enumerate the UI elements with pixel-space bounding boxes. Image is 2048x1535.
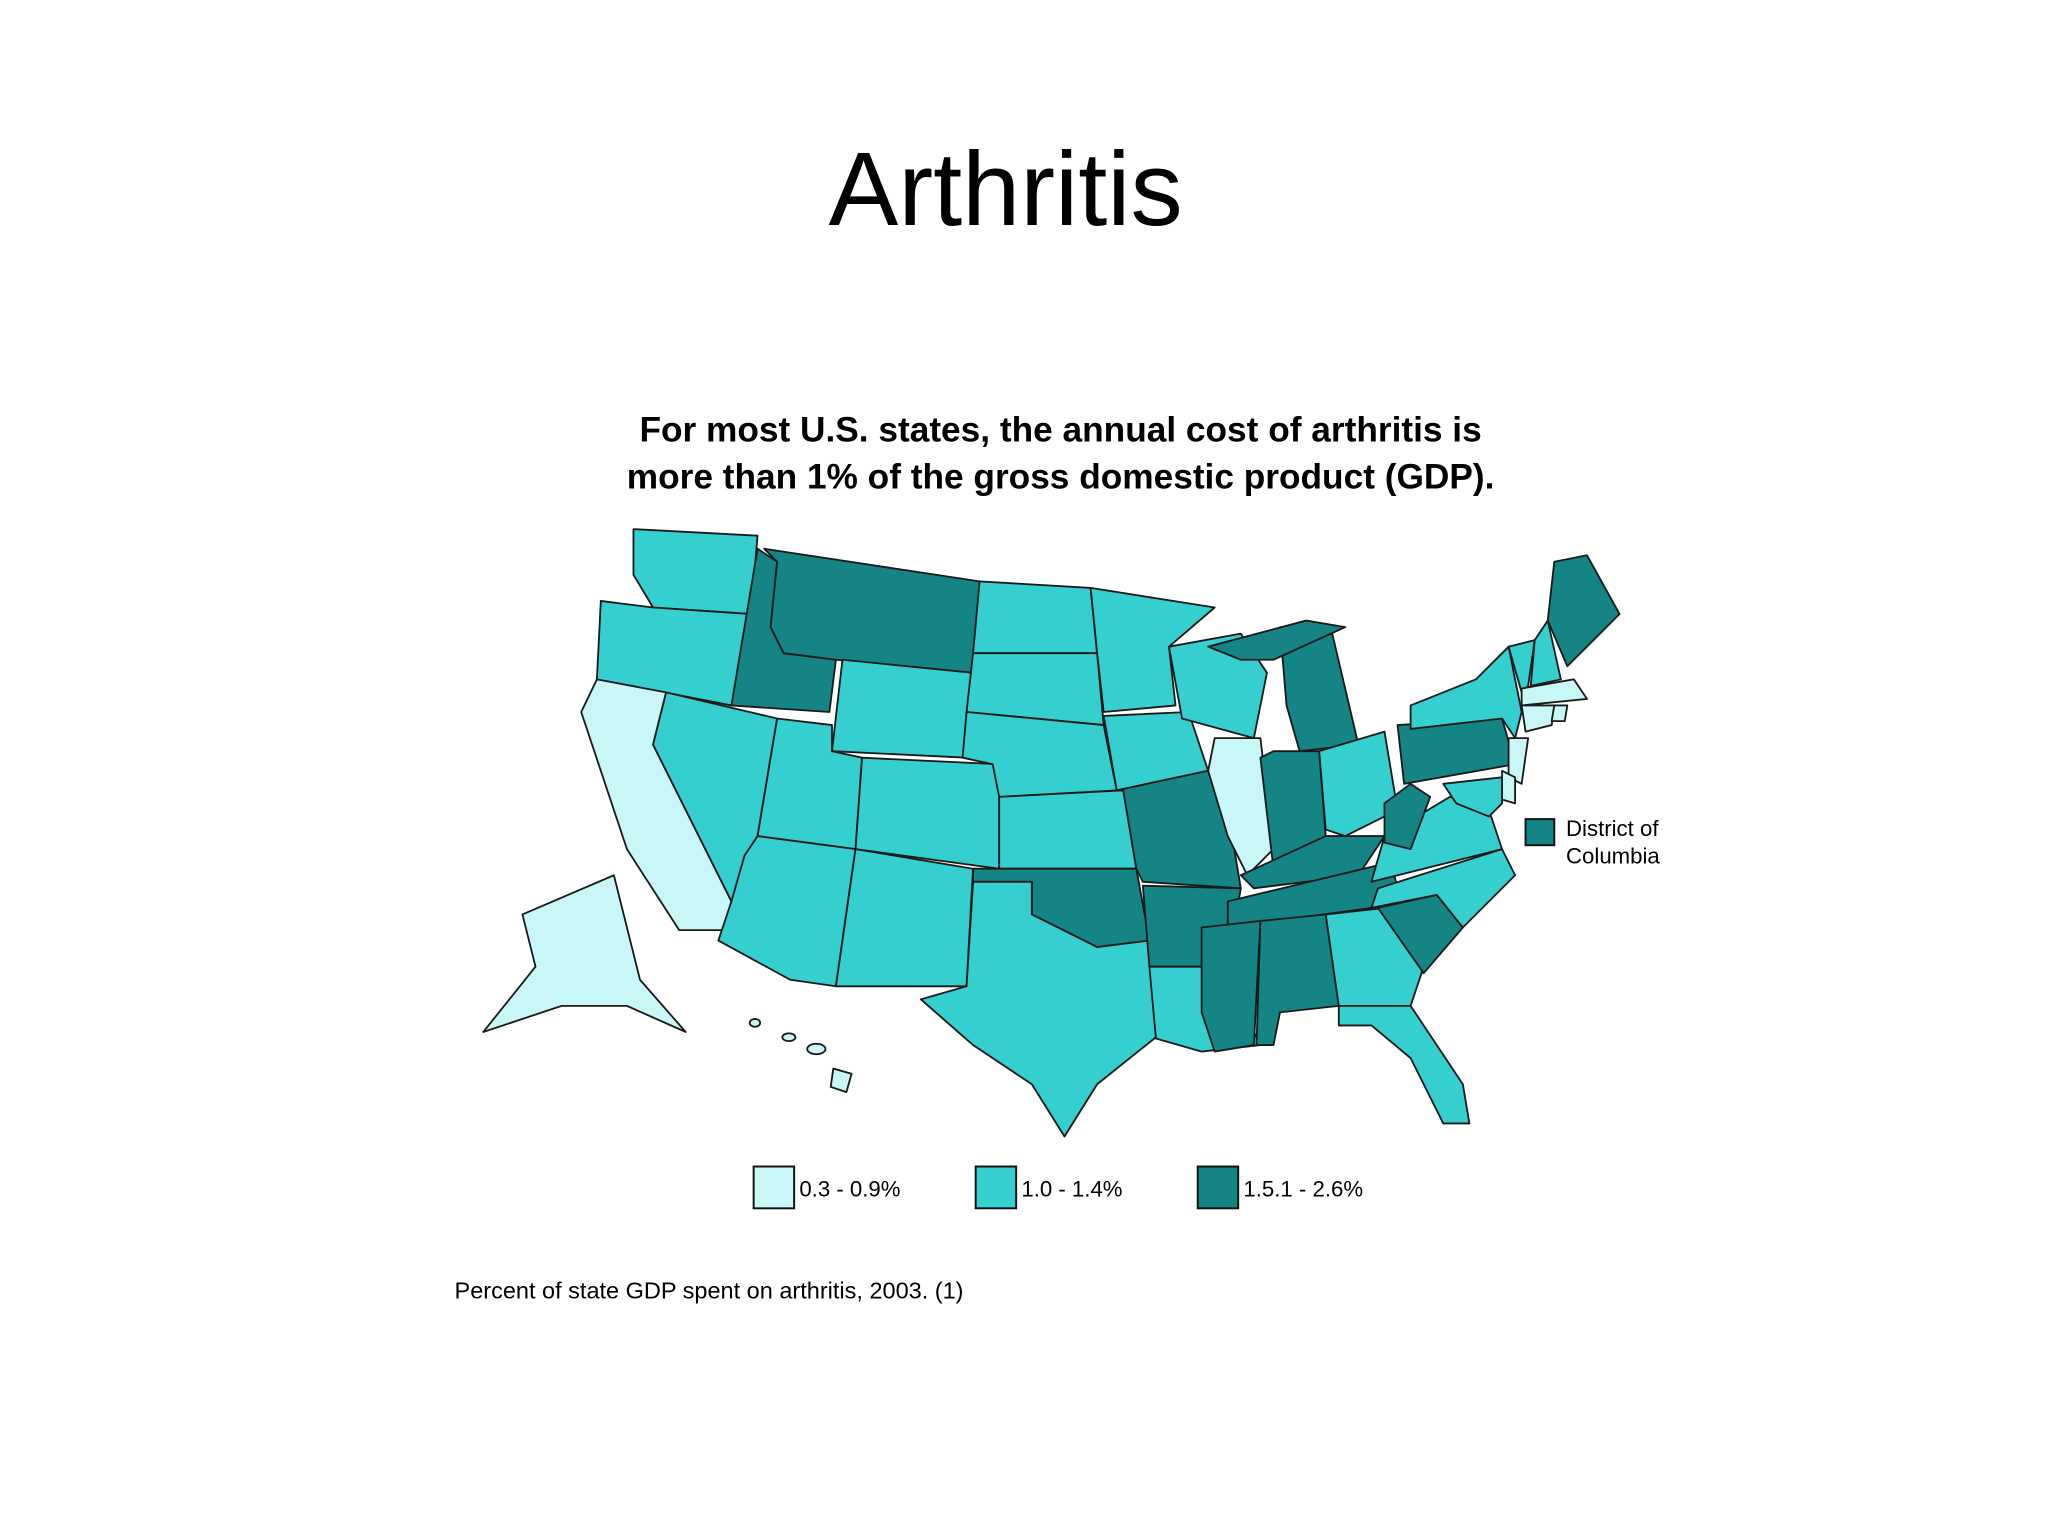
state bbox=[1546, 554, 1621, 668]
state bbox=[1520, 704, 1556, 733]
island bbox=[829, 1067, 853, 1093]
state bbox=[835, 848, 974, 988]
map-title-line: more than 1% of the gross domestic produ… bbox=[627, 458, 1495, 497]
state bbox=[1442, 776, 1503, 818]
state bbox=[1529, 619, 1562, 687]
legend-label: 1.0 - 1.4% bbox=[1021, 1177, 1122, 1202]
island bbox=[781, 1032, 797, 1043]
dc-swatch bbox=[1524, 818, 1556, 847]
legend-swatch bbox=[752, 1165, 796, 1210]
state bbox=[998, 789, 1138, 870]
state bbox=[763, 547, 981, 674]
state bbox=[831, 658, 974, 759]
state bbox=[1255, 913, 1340, 1046]
state bbox=[1207, 619, 1347, 661]
legend-label: 1.5.1 - 2.6% bbox=[1243, 1177, 1363, 1202]
state bbox=[1383, 782, 1432, 851]
island bbox=[806, 1042, 827, 1056]
dc-label: District of bbox=[1566, 816, 1659, 841]
state bbox=[1370, 795, 1503, 883]
state bbox=[1507, 639, 1536, 694]
state bbox=[1318, 730, 1399, 837]
state bbox=[1520, 678, 1588, 707]
state bbox=[1337, 1004, 1471, 1125]
legend-swatch bbox=[974, 1165, 1018, 1210]
legend-label: 0.3 - 0.9% bbox=[799, 1177, 900, 1202]
slide-title: Arthritis bbox=[829, 131, 1183, 248]
state bbox=[1507, 737, 1530, 785]
caption: Percent of state GDP spent on arthritis,… bbox=[455, 1277, 964, 1303]
us-map bbox=[482, 528, 1621, 1138]
island bbox=[748, 1018, 762, 1028]
state bbox=[1089, 586, 1216, 713]
map-title-line: For most U.S. states, the annual cost of… bbox=[639, 411, 1481, 450]
state bbox=[1200, 920, 1262, 1053]
state bbox=[632, 528, 759, 615]
state bbox=[1501, 769, 1517, 805]
state bbox=[1409, 645, 1523, 740]
state bbox=[1550, 704, 1569, 723]
dc-label: Columbia bbox=[1566, 844, 1660, 869]
state bbox=[482, 874, 687, 1033]
legend-swatch bbox=[1196, 1165, 1240, 1210]
state bbox=[972, 580, 1099, 655]
state bbox=[919, 880, 1164, 1138]
